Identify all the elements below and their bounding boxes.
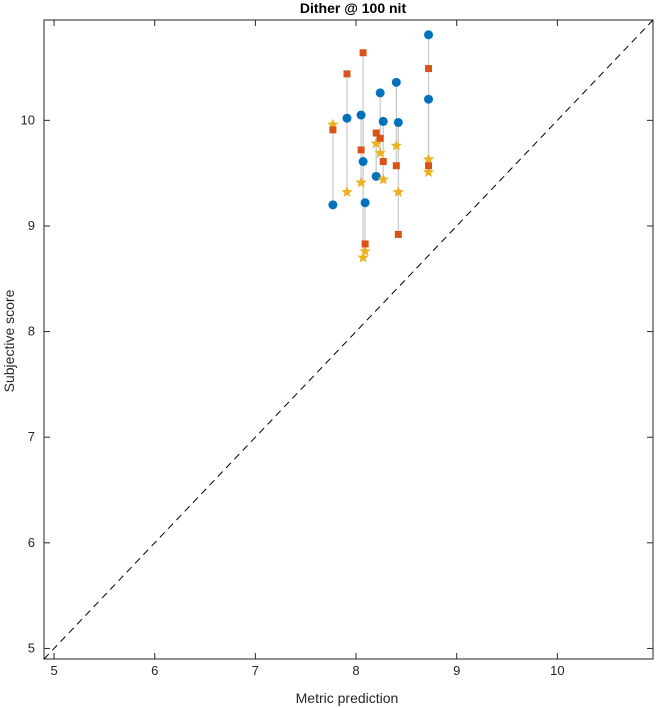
square-marker (361, 240, 369, 248)
circle-marker (360, 198, 370, 208)
x-tick-label: 9 (453, 663, 460, 678)
star-marker (422, 153, 435, 165)
y-tick-label: 10 (21, 112, 35, 127)
circle-marker (375, 88, 385, 98)
square-marker (357, 146, 365, 154)
x-tick-label: 5 (50, 663, 57, 678)
circle-marker (328, 200, 338, 210)
x-axis-title: Metric prediction (296, 690, 399, 706)
star-marker (374, 147, 386, 158)
square-marker (343, 70, 351, 78)
y-tick-label: 5 (28, 640, 35, 655)
star-marker (355, 176, 367, 188)
chart-title: Dither @ 100 nit (300, 0, 407, 16)
y-tick-label: 8 (28, 324, 35, 339)
star-marker (327, 118, 339, 130)
square-marker (394, 230, 402, 238)
circle-marker (391, 77, 401, 87)
star-marker (377, 173, 389, 185)
circle-marker (424, 30, 434, 40)
circle-marker (371, 171, 381, 181)
y-tick-label: 6 (28, 535, 35, 550)
square-marker (376, 134, 384, 142)
circle-marker (358, 157, 368, 167)
circle-marker (378, 116, 388, 126)
x-tick-label: 8 (352, 663, 359, 678)
square-marker (379, 158, 387, 166)
x-tick-label: 7 (252, 663, 259, 678)
star-marker (390, 139, 403, 151)
y-tick-label: 9 (28, 218, 35, 233)
star-marker (370, 137, 382, 149)
square-marker (359, 49, 367, 57)
circle-marker (356, 110, 366, 120)
square-marker (329, 126, 337, 134)
x-tick-label: 10 (550, 663, 564, 678)
axes-box (43, 19, 654, 660)
y-tick-label: 7 (28, 429, 35, 444)
circle-marker (342, 113, 352, 123)
square-marker (425, 65, 433, 73)
star-marker (422, 166, 435, 177)
star-marker (359, 245, 371, 257)
square-marker (372, 129, 380, 137)
square-marker (392, 162, 400, 170)
star-marker (392, 186, 405, 198)
star-marker (357, 251, 369, 263)
plot-area: 5 6 7 8 9 10 5 6 7 8 9 10 (21, 19, 654, 678)
circle-marker (393, 117, 403, 127)
star-marker (341, 186, 353, 198)
circle-marker (424, 94, 434, 104)
reference-line (43, 19, 654, 660)
y-axis-title: Subjective score (1, 289, 17, 392)
x-tick-label: 6 (151, 663, 158, 678)
square-marker (425, 162, 433, 170)
